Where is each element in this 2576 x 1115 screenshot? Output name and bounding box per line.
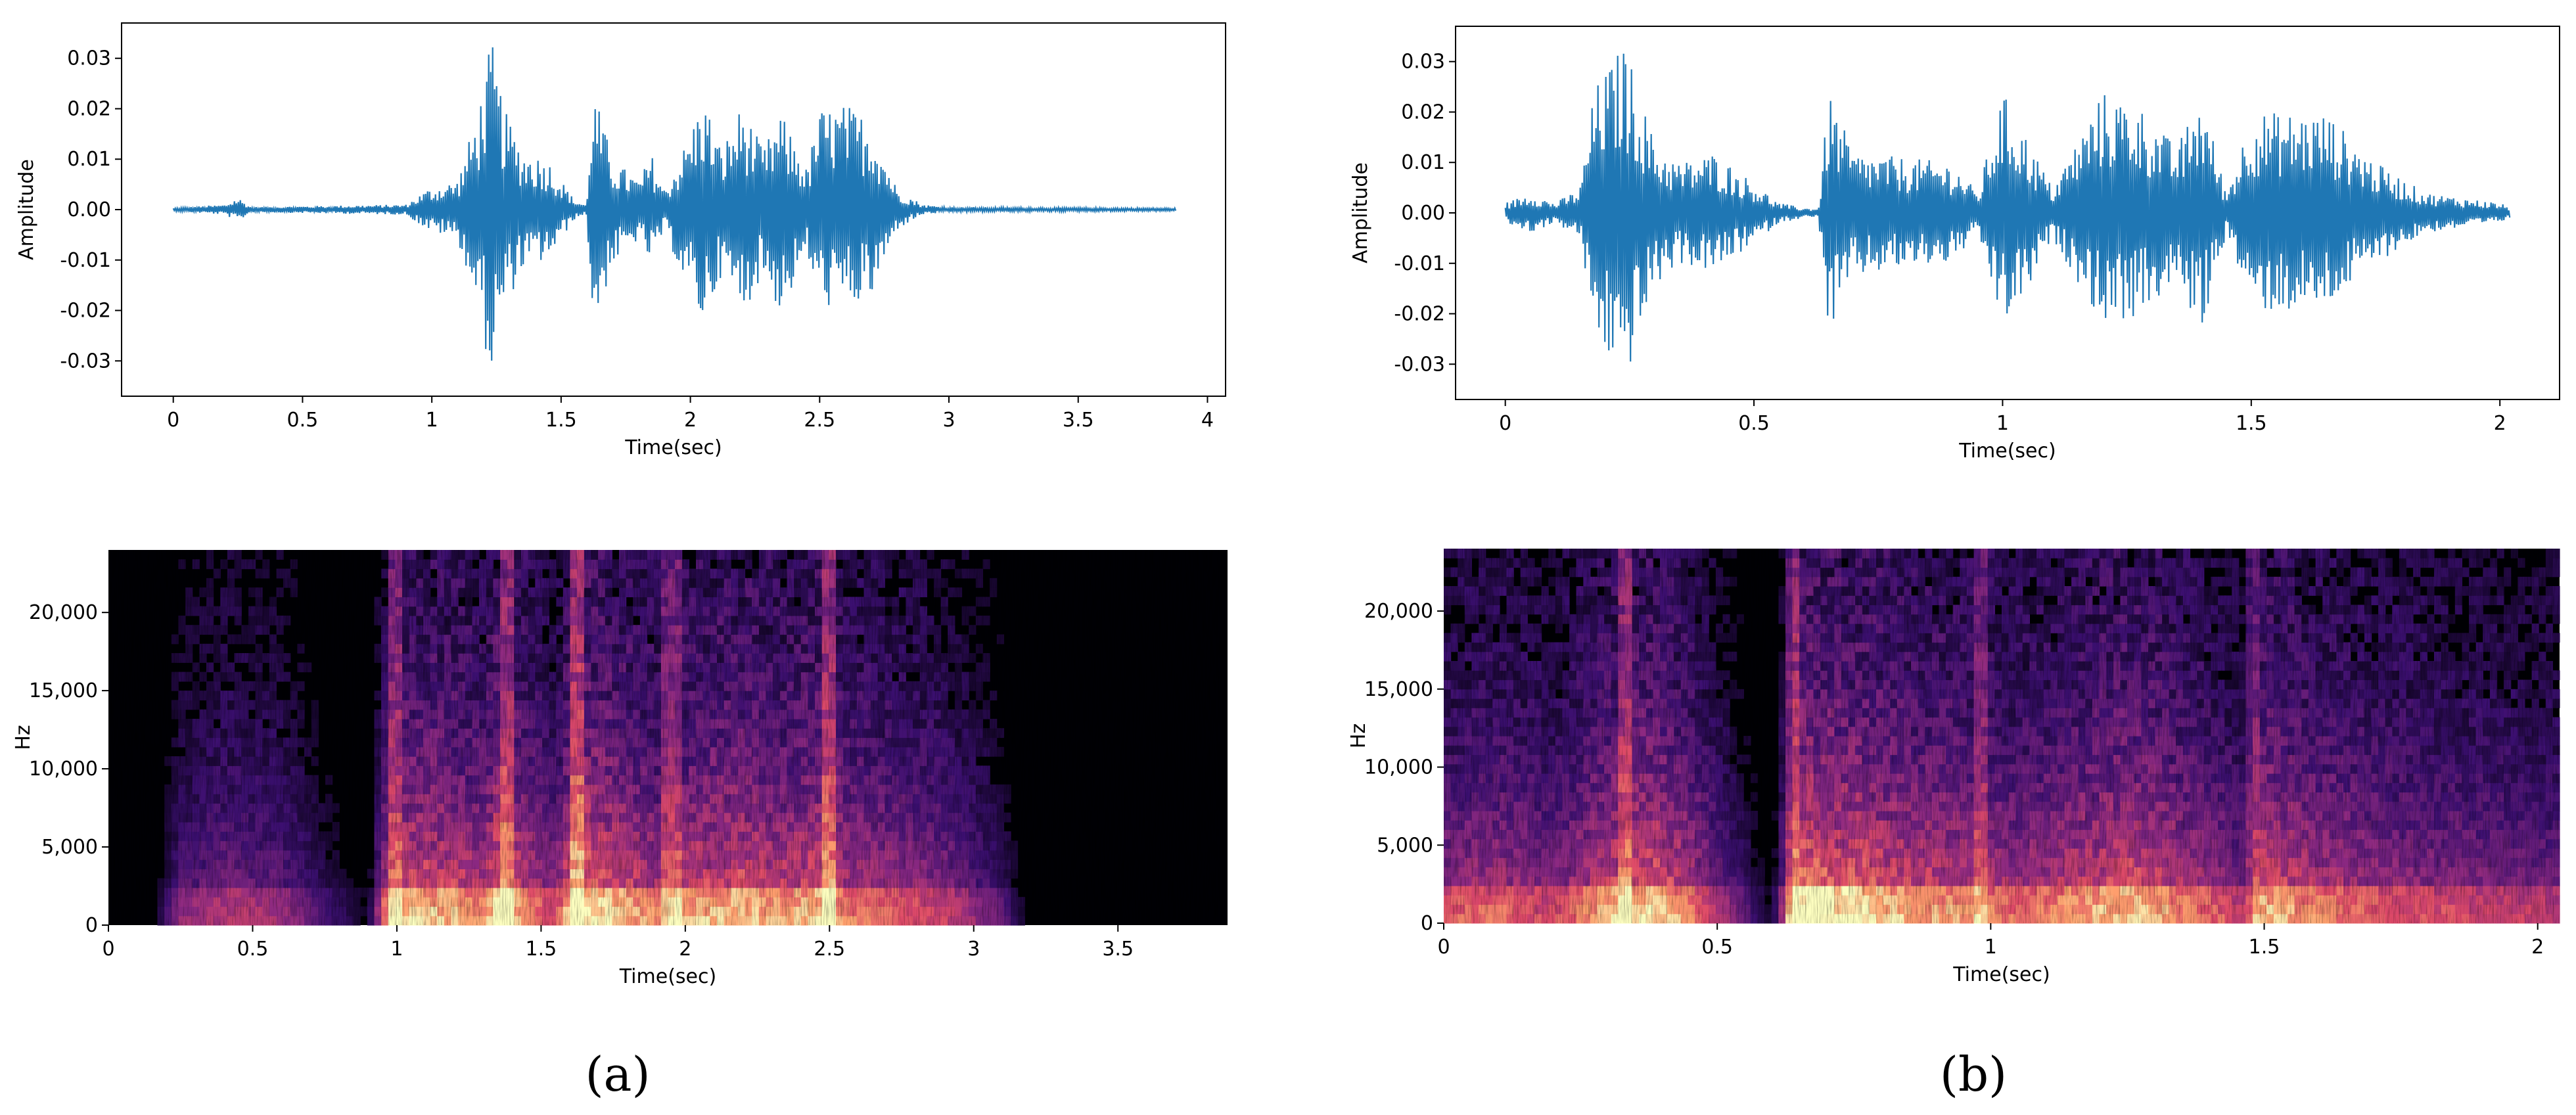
y-tick-label: 15,000 (1364, 678, 1433, 701)
x-tick-label: 0 (1437, 936, 1450, 959)
x-tick-label: 2.5 (804, 409, 835, 432)
y-tick-label: 0.03 (67, 47, 111, 70)
y-tick-label: 0 (85, 914, 98, 937)
y-tick-label: -0.02 (60, 300, 111, 323)
x-tick-label: 1.5 (2249, 936, 2280, 959)
x-tick-label: 2 (679, 938, 691, 961)
x-tick-label: 0 (1499, 412, 1511, 435)
y-tick-label: 10,000 (29, 758, 98, 781)
x-tick-label: 2 (2494, 412, 2506, 435)
x-tick-label: 0.5 (1701, 936, 1733, 959)
y-axis-label: Amplitude (15, 159, 38, 260)
spectrogram-chart-b: 0 5,000 10,000 15,000 20,000 0 0.5 1 1.5 2 Time(se… (1347, 549, 2560, 986)
x-tick-label: 1.5 (2236, 412, 2267, 435)
x-axis-label: Time(sec) (619, 965, 716, 988)
spectrogram-chart-a: 0 5,000 10,000 15,000 20,000 0 0.5 1 1.5 2 2.5 3 3.5… (12, 550, 1228, 988)
y-tick-label: 0.02 (1401, 101, 1445, 124)
x-tick-label: 3.5 (1102, 938, 1134, 961)
y-tick-label: 0.01 (67, 148, 111, 171)
y-tick-label: 0.00 (67, 198, 111, 221)
y-tick-label: 20,000 (29, 601, 98, 624)
y-tick-label: 15,000 (29, 679, 98, 702)
x-tick-label: 1.5 (526, 938, 557, 961)
x-tick-label: 0.5 (237, 938, 269, 961)
y-axis-label: Hz (12, 725, 35, 750)
x-tick-label: 2.5 (814, 938, 845, 961)
x-tick-label: 1 (426, 409, 438, 432)
x-tick-label: 0 (102, 938, 114, 961)
waveform-series (1504, 53, 2511, 362)
x-tick-label: 2 (2531, 936, 2544, 959)
y-tick-label: -0.02 (1394, 303, 1445, 326)
x-tick-label: 3 (967, 938, 980, 961)
x-axis-label: Time(sec) (1958, 440, 2056, 463)
x-axis-label: Time(sec) (1952, 963, 2050, 986)
y-tick-label: 0.00 (1401, 202, 1445, 225)
y-tick-label: 0.02 (67, 97, 111, 120)
y-tick-label: 5,000 (1377, 834, 1433, 857)
x-tick-label: 0.5 (287, 409, 319, 432)
spectrogram-texture (108, 550, 1228, 925)
y-tick-label: -0.03 (1394, 353, 1445, 376)
y-tick-label: -0.01 (1394, 252, 1445, 275)
waveform-chart-a: 0.03 0.02 0.01 0.00 -0.01 -0.02 -0.03 0 0.5 1 1.5 2… (15, 22, 1226, 459)
x-tick-label: 4 (1201, 409, 1214, 432)
y-axis-label: Hz (1347, 723, 1370, 748)
spectrogram-texture (1444, 549, 2560, 923)
y-tick-label: 0.03 (1401, 51, 1445, 74)
y-tick-label: 0 (1421, 912, 1433, 935)
y-axis-label: Amplitude (1349, 162, 1372, 263)
waveform-series (172, 47, 1177, 361)
x-tick-label: 3 (942, 409, 955, 432)
panel-label-b: (b) (1940, 1047, 2007, 1102)
panel-label-a: (a) (585, 1047, 650, 1102)
y-tick-label: 5,000 (41, 836, 98, 859)
x-tick-label: 1.5 (545, 409, 577, 432)
x-axis-label: Time(sec) (624, 436, 722, 459)
y-tick-label: -0.03 (60, 350, 111, 373)
x-tick-label: 1 (1996, 412, 2009, 435)
x-tick-label: 3.5 (1063, 409, 1094, 432)
x-tick-label: 1 (390, 938, 403, 961)
y-tick-label: 10,000 (1364, 756, 1433, 779)
x-tick-label: 0.5 (1738, 412, 1770, 435)
y-tick-label: 0.01 (1401, 151, 1445, 174)
x-tick-label: 0 (167, 409, 179, 432)
x-tick-label: 1 (1985, 936, 1997, 959)
x-tick-label: 2 (684, 409, 697, 432)
waveform-chart-b: 0.03 0.02 0.01 0.00 -0.01 -0.02 -0.03 0 0.5 1 1.5 2… (1349, 26, 2560, 463)
y-tick-label: 20,000 (1364, 600, 1433, 623)
y-tick-label: -0.01 (60, 249, 111, 272)
